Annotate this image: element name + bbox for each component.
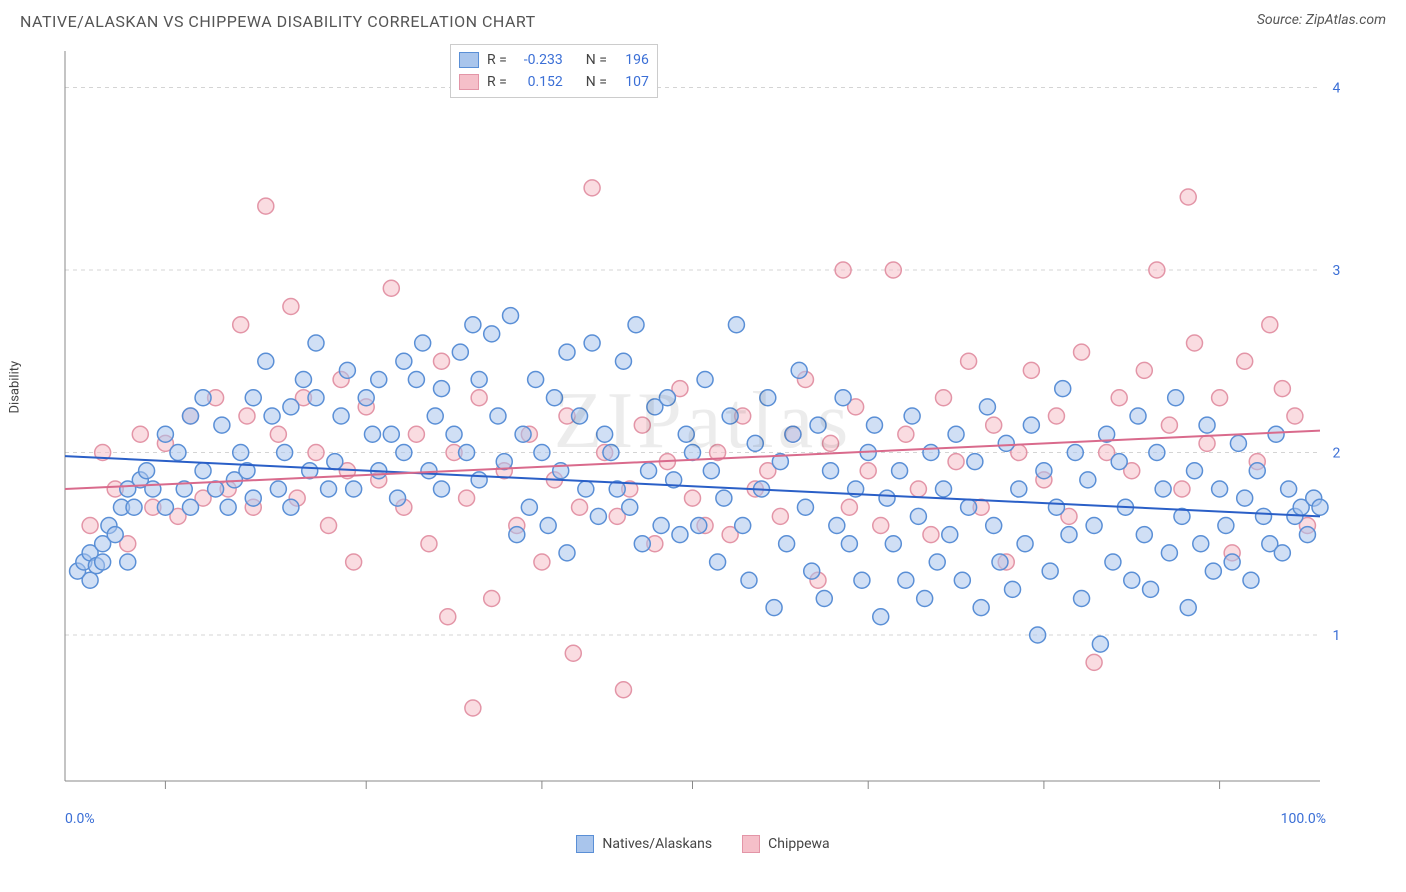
legend-item: Chippewa <box>742 835 830 853</box>
chart-title: NATIVE/ALASKAN VS CHIPPEWA DISABILITY CO… <box>20 12 536 31</box>
correlation-stats-box: R =-0.233 N =196 R =0.152 N =107 <box>450 44 658 98</box>
svg-text:20.0%: 20.0% <box>1332 446 1340 462</box>
svg-text:30.0%: 30.0% <box>1332 263 1340 279</box>
source-attribution: Source: ZipAtlas.com <box>1257 12 1386 28</box>
header: NATIVE/ALASKAN VS CHIPPEWA DISABILITY CO… <box>20 12 1386 31</box>
y-axis-label: Disability <box>8 361 23 414</box>
stats-row: R =-0.233 N =196 <box>459 49 649 71</box>
legend-swatch <box>576 835 594 853</box>
legend-item: Natives/Alaskans <box>576 835 712 853</box>
chart-area: Disability 10.0%20.0%30.0%40.0% ZIPatlas… <box>20 41 1386 811</box>
stats-swatch <box>459 52 479 68</box>
legend: Natives/Alaskans Chippewa <box>20 835 1386 853</box>
x-axis-labels: 0.0% 100.0% <box>65 811 1366 831</box>
stats-row: R =0.152 N =107 <box>459 71 649 93</box>
scatter-chart: 10.0% 20.0% 30.0% 40.0% <box>20 41 1340 811</box>
legend-swatch <box>742 835 760 853</box>
chart-container: NATIVE/ALASKAN VS CHIPPEWA DISABILITY CO… <box>0 0 1406 892</box>
svg-text:10.0%: 10.0% <box>1332 628 1340 644</box>
stats-swatch <box>459 74 479 90</box>
svg-text:40.0%: 40.0% <box>1332 81 1340 97</box>
